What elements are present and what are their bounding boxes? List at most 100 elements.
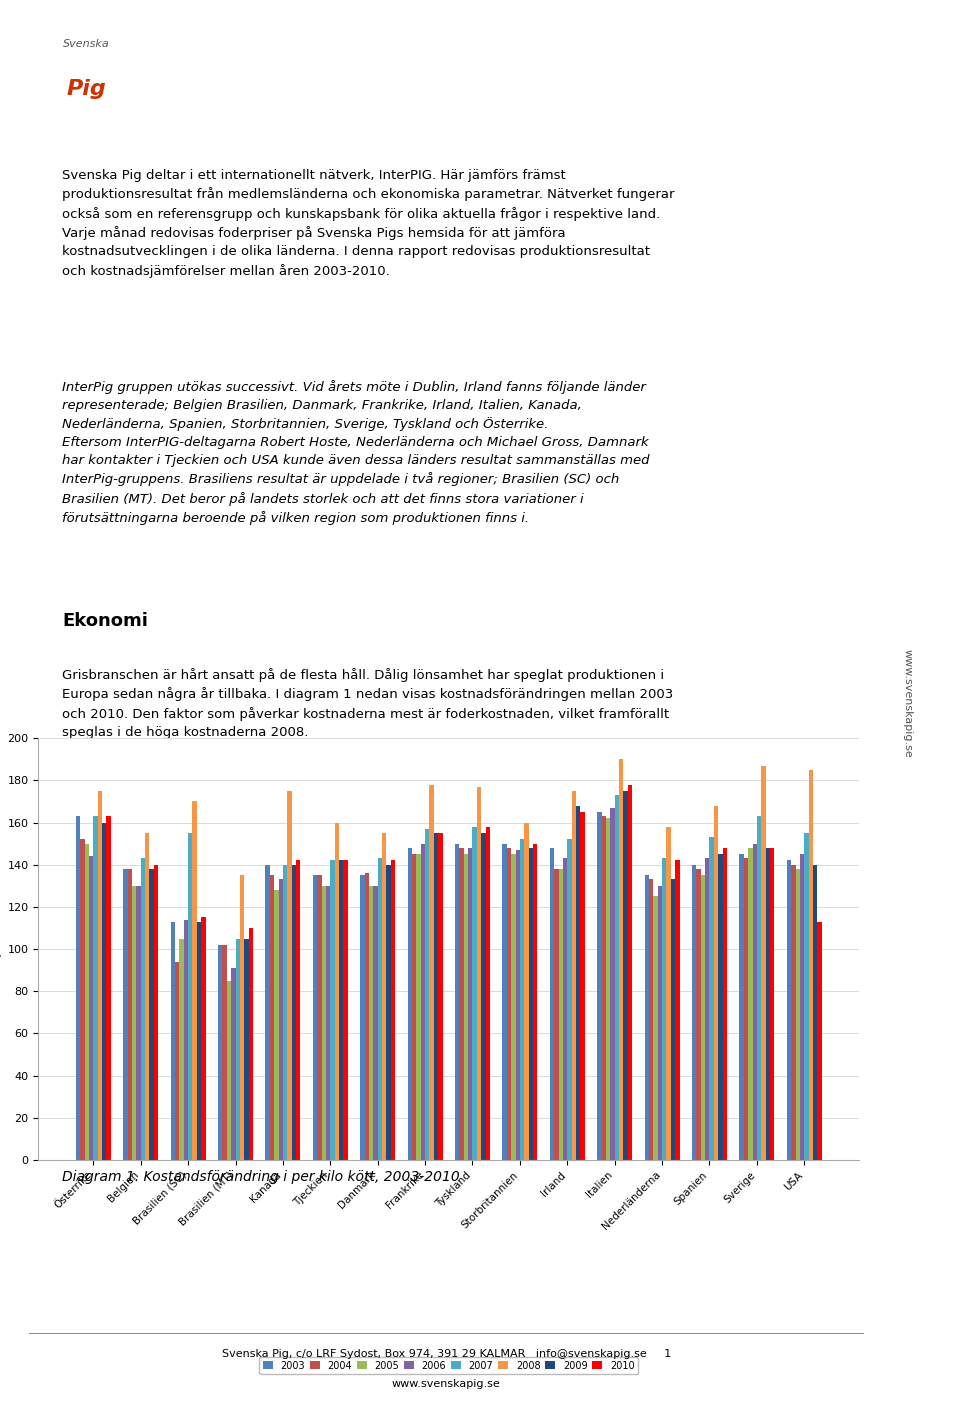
Bar bbox=[554, 869, 559, 1160]
Bar bbox=[675, 860, 680, 1160]
Bar bbox=[486, 827, 491, 1160]
Bar bbox=[477, 786, 481, 1160]
Bar bbox=[529, 848, 533, 1160]
Bar bbox=[723, 848, 727, 1160]
Bar bbox=[654, 897, 658, 1160]
Bar bbox=[439, 832, 443, 1160]
Legend: 2003, 2004, 2005, 2006, 2007, 2008, 2009, 2010: 2003, 2004, 2005, 2006, 2007, 2008, 2009… bbox=[259, 1357, 638, 1375]
Bar bbox=[614, 794, 619, 1160]
Bar bbox=[516, 849, 520, 1160]
Bar bbox=[235, 939, 240, 1160]
Bar bbox=[628, 785, 633, 1160]
Bar bbox=[800, 853, 804, 1160]
Bar bbox=[739, 853, 744, 1160]
Bar bbox=[325, 886, 330, 1160]
Bar bbox=[796, 869, 800, 1160]
Bar bbox=[335, 823, 339, 1160]
Bar bbox=[202, 917, 205, 1160]
Bar bbox=[365, 873, 369, 1160]
Bar bbox=[197, 922, 202, 1160]
Bar bbox=[649, 880, 654, 1160]
Bar bbox=[360, 875, 365, 1160]
Bar bbox=[145, 832, 150, 1160]
Bar bbox=[429, 785, 434, 1160]
Bar bbox=[387, 865, 391, 1160]
Bar bbox=[141, 858, 145, 1160]
Bar bbox=[171, 922, 175, 1160]
Bar bbox=[576, 806, 581, 1160]
Bar bbox=[705, 858, 709, 1160]
Text: www.svenskapig.se: www.svenskapig.se bbox=[902, 648, 912, 758]
Bar bbox=[718, 853, 723, 1160]
Bar bbox=[322, 886, 325, 1160]
Bar bbox=[180, 939, 183, 1160]
Bar bbox=[748, 848, 753, 1160]
Bar bbox=[344, 860, 348, 1160]
Text: www.svenskapig.se: www.svenskapig.se bbox=[392, 1378, 501, 1389]
Text: Svenska Pig, c/o LRF Sydost, Box 974, 391 29 KALMAR   info@svenskapig.se     1: Svenska Pig, c/o LRF Sydost, Box 974, 39… bbox=[222, 1348, 671, 1360]
Bar bbox=[249, 928, 253, 1160]
Bar bbox=[756, 815, 761, 1160]
Bar bbox=[567, 839, 572, 1160]
Bar bbox=[425, 828, 429, 1160]
Bar bbox=[128, 869, 132, 1160]
Bar bbox=[102, 823, 107, 1160]
Bar bbox=[417, 853, 420, 1160]
Bar bbox=[339, 860, 344, 1160]
Bar bbox=[533, 844, 538, 1160]
Bar bbox=[183, 920, 188, 1160]
Bar bbox=[507, 848, 511, 1160]
Bar bbox=[581, 811, 585, 1160]
Bar bbox=[136, 886, 141, 1160]
Bar bbox=[619, 759, 623, 1160]
Bar bbox=[701, 875, 705, 1160]
Bar bbox=[455, 844, 459, 1160]
Bar bbox=[270, 875, 275, 1160]
Bar bbox=[292, 865, 296, 1160]
Bar bbox=[76, 815, 80, 1160]
Bar bbox=[464, 853, 468, 1160]
Bar bbox=[804, 832, 808, 1160]
Bar bbox=[459, 848, 464, 1160]
Bar bbox=[563, 858, 567, 1160]
Bar bbox=[520, 839, 524, 1160]
Bar bbox=[623, 790, 628, 1160]
Bar bbox=[80, 839, 84, 1160]
Bar bbox=[658, 886, 662, 1160]
Bar bbox=[89, 856, 93, 1160]
Bar bbox=[644, 875, 649, 1160]
Bar bbox=[502, 844, 507, 1160]
Bar bbox=[696, 869, 701, 1160]
Bar bbox=[391, 860, 396, 1160]
Bar bbox=[330, 860, 335, 1160]
Bar bbox=[412, 853, 417, 1160]
Bar bbox=[218, 945, 223, 1160]
Bar bbox=[287, 790, 292, 1160]
Bar bbox=[524, 823, 529, 1160]
Bar bbox=[150, 869, 154, 1160]
Bar bbox=[275, 890, 278, 1160]
Bar bbox=[597, 811, 602, 1160]
Bar bbox=[175, 962, 180, 1160]
Bar bbox=[714, 806, 718, 1160]
Bar bbox=[559, 869, 563, 1160]
Text: Ekonomi: Ekonomi bbox=[62, 612, 148, 630]
Bar bbox=[481, 832, 486, 1160]
Bar bbox=[154, 865, 158, 1160]
Text: InterPig gruppen utökas successivt. Vid årets möte i Dublin, Irland fanns följan: InterPig gruppen utökas successivt. Vid … bbox=[62, 380, 650, 526]
Bar bbox=[808, 769, 813, 1160]
Bar bbox=[511, 853, 516, 1160]
Bar bbox=[84, 844, 89, 1160]
Bar bbox=[98, 790, 102, 1160]
Bar bbox=[671, 880, 675, 1160]
Bar bbox=[377, 858, 382, 1160]
Bar bbox=[369, 886, 373, 1160]
Bar bbox=[373, 886, 377, 1160]
Bar bbox=[666, 827, 671, 1160]
Y-axis label: Eurocent per kilo kött: Eurocent per kilo kött bbox=[0, 886, 2, 1012]
Bar bbox=[296, 860, 300, 1160]
Bar bbox=[93, 815, 98, 1160]
Text: Svenska: Svenska bbox=[63, 38, 109, 49]
Bar bbox=[420, 844, 425, 1160]
Bar bbox=[107, 815, 111, 1160]
